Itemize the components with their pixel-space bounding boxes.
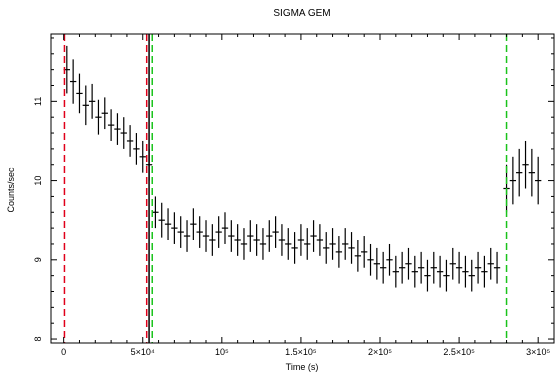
- chart-title: SIGMA GEM: [273, 8, 330, 19]
- x-tick-label: 2.5×10⁵: [443, 347, 475, 357]
- y-tick-label: 11: [33, 97, 43, 106]
- data-point: [196, 216, 203, 248]
- data-point: [462, 255, 469, 288]
- data-point: [234, 224, 241, 256]
- data-point: [329, 228, 336, 260]
- data-point: [361, 236, 368, 268]
- data-point: [528, 148, 536, 197]
- data-point: [202, 220, 210, 252]
- data-point: [164, 208, 172, 240]
- y-axis-label: Counts/sec: [6, 167, 16, 213]
- data-point: [367, 243, 374, 276]
- x-tick-label: 5×10⁴: [131, 347, 155, 357]
- data-point: [516, 148, 523, 197]
- x-tick-label: 3×10⁵: [526, 347, 550, 357]
- data-point: [101, 97, 108, 130]
- data-point: [228, 220, 235, 252]
- data-point: [522, 140, 529, 189]
- data-point: [417, 251, 425, 284]
- data-point: [443, 259, 450, 292]
- data-point: [405, 247, 412, 280]
- x-tick-label: 10⁵: [215, 347, 229, 357]
- data-point: [468, 259, 475, 292]
- data-point: [386, 243, 393, 276]
- data-point: [323, 232, 330, 264]
- plot-frame: [50, 33, 555, 344]
- data-point: [449, 247, 456, 280]
- data-point: [114, 113, 121, 145]
- data-point: [342, 228, 349, 260]
- data-point: [304, 228, 311, 260]
- data-point: [493, 251, 501, 284]
- data-point: [88, 83, 96, 119]
- data-point: [126, 125, 134, 157]
- data-point: [272, 216, 279, 248]
- y-tick-label: 10: [33, 176, 43, 186]
- data-point: [348, 232, 355, 264]
- data-point: [139, 140, 146, 173]
- data-point: [509, 156, 517, 205]
- data-point: [535, 156, 542, 205]
- data-point: [436, 255, 444, 288]
- data-point: [398, 251, 406, 284]
- data-point: [392, 255, 399, 288]
- data-point: [120, 117, 127, 149]
- data-point: [215, 216, 222, 248]
- data-point: [373, 247, 381, 280]
- data-point: [291, 232, 298, 264]
- y-tick-label: 8: [33, 337, 43, 342]
- data-point: [424, 259, 431, 292]
- axis-ticks: 0 5×10⁴ 10⁵ 1.5×10⁵ 2×10⁵ 2.5×10⁵ 3×10⁵ 8 9 10 11: [33, 34, 554, 357]
- data-point: [183, 220, 191, 252]
- data-point: [474, 251, 482, 284]
- data-point: [411, 255, 418, 288]
- data-point: [354, 240, 362, 272]
- data-point: [487, 247, 494, 280]
- data-point: [253, 224, 260, 256]
- x-tick-label: 0: [61, 347, 66, 357]
- data-point: [481, 255, 488, 288]
- data-point: [152, 196, 159, 229]
- data-point: [266, 220, 273, 252]
- data-point: [221, 212, 229, 244]
- data-point: [455, 251, 463, 284]
- y-tick-label: 9: [33, 257, 43, 262]
- data-point: [171, 212, 178, 244]
- data-point: [177, 216, 184, 248]
- data-point: [107, 109, 115, 141]
- data-point: [240, 228, 248, 260]
- data-point: [133, 133, 140, 165]
- x-tick-label: 1.5×10⁵: [285, 347, 317, 357]
- data-point: [82, 85, 89, 126]
- data-point: [69, 59, 77, 104]
- data-point: [335, 236, 343, 268]
- data-point: [76, 73, 83, 114]
- data-point: [190, 208, 197, 240]
- data-point: [430, 251, 437, 284]
- data-point: [95, 99, 102, 135]
- data-point: [316, 224, 324, 256]
- data-point: [310, 220, 317, 252]
- data-point: [278, 224, 286, 256]
- x-axis-label: Time (s): [286, 362, 319, 372]
- data-point: [158, 202, 165, 238]
- data-point: [380, 251, 387, 284]
- data-point: [247, 220, 254, 252]
- data-point: [259, 228, 267, 260]
- data-point: [297, 224, 305, 256]
- data-point: [285, 228, 292, 260]
- x-tick-label: 2×10⁵: [368, 347, 392, 357]
- data-point: [209, 224, 216, 256]
- plot-area: [63, 34, 542, 343]
